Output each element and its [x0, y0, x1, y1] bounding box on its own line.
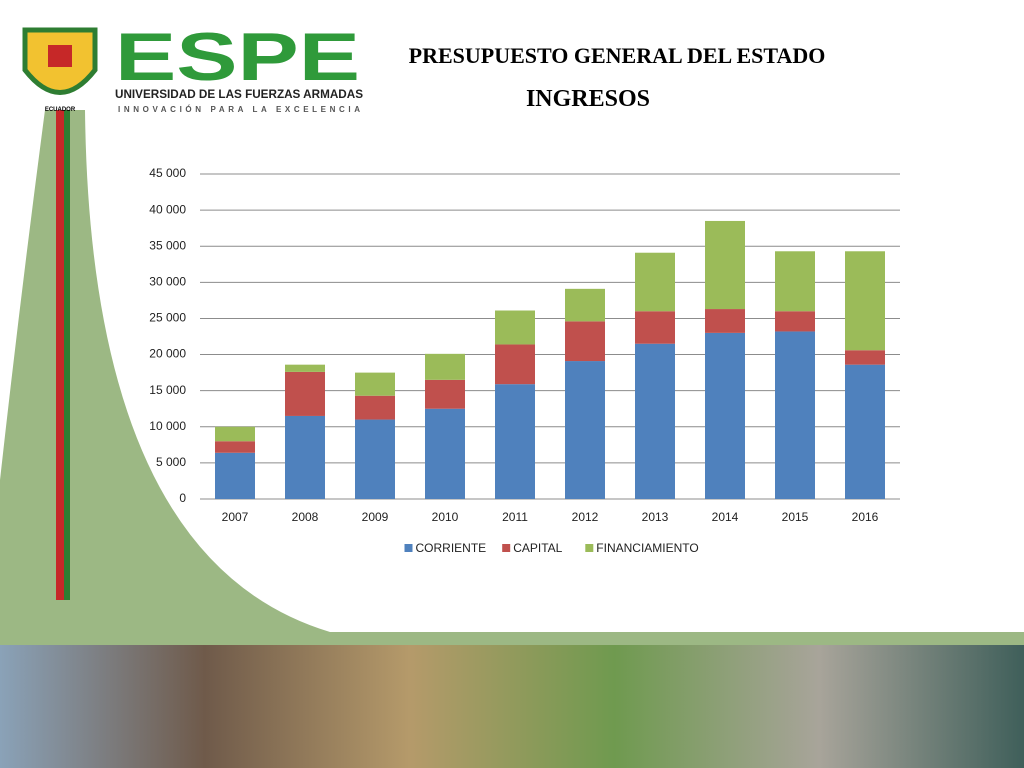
y-tick-label: 10 000: [149, 419, 186, 433]
legend-label: FINANCIAMIENTO: [596, 541, 698, 555]
bar-segment: [355, 372, 395, 396]
legend-label: CAPITAL: [513, 541, 562, 555]
bar-segment: [495, 344, 535, 385]
chart-subtitle: INGRESOS: [526, 86, 650, 112]
y-tick-label: 45 000: [149, 166, 186, 180]
y-tick-label: 5 000: [156, 455, 186, 469]
x-tick-label: 2015: [782, 510, 809, 524]
bar-segment: [845, 350, 885, 365]
x-tick-label: 2012: [572, 510, 599, 524]
bar-segment: [495, 310, 535, 345]
bar-segment: [565, 288, 605, 322]
x-tick-label: 2011: [502, 510, 528, 524]
bar-segment: [705, 332, 745, 499]
x-tick-label: 2010: [432, 510, 459, 524]
bar-segment: [775, 311, 815, 332]
legend-swatch: [404, 544, 413, 552]
bar-segment: [425, 353, 465, 380]
bar-segment: [565, 321, 605, 362]
x-tick-label: 2013: [642, 510, 669, 524]
bar-segment: [215, 452, 255, 499]
y-tick-label: 40 000: [149, 202, 186, 216]
bar-segment: [285, 415, 325, 499]
y-tick-label: 25 000: [149, 311, 186, 325]
bar-segment: [635, 343, 675, 499]
bar-segment: [355, 419, 395, 499]
decor-stripe: [56, 110, 64, 600]
logo-motto: INNOVACIÓN PARA LA EXCELENCIA: [118, 105, 360, 114]
logo-text: ESPE: [115, 19, 360, 95]
decor-curve: [0, 110, 1024, 645]
bar-segment: [285, 364, 325, 372]
x-tick-label: 2014: [712, 510, 739, 524]
bar-segment: [425, 408, 465, 499]
y-tick-label: 20 000: [149, 347, 186, 361]
bar-segment: [355, 395, 395, 420]
chart-title: PRESUPUESTO GENERAL DEL ESTADO: [409, 43, 826, 68]
y-tick-label: 15 000: [149, 383, 186, 397]
bar-segment: [775, 251, 815, 312]
legend-swatch: [585, 544, 594, 552]
bar-segment: [775, 331, 815, 499]
bar-segment: [705, 309, 745, 333]
x-tick-label: 2008: [292, 510, 319, 524]
bar-segment: [635, 252, 675, 312]
x-tick-label: 2016: [852, 510, 879, 524]
legend-swatch: [502, 544, 511, 552]
y-tick-label: 0: [179, 491, 186, 505]
photo-strip: [0, 645, 1024, 768]
logo-university: UNIVERSIDAD DE LAS FUERZAS ARMADAS: [115, 87, 363, 101]
bar-segment: [495, 384, 535, 499]
bar-segment: [425, 379, 465, 409]
bar-segment: [285, 371, 325, 416]
bar-segment: [705, 220, 745, 310]
bar-segment: [635, 311, 675, 344]
bar-segment: [845, 364, 885, 499]
decor-stripe: [64, 110, 70, 600]
bar-segment: [215, 426, 255, 442]
bar-segment: [845, 251, 885, 351]
x-tick-label: 2009: [362, 510, 389, 524]
x-tick-label: 2007: [222, 510, 249, 524]
legend-label: CORRIENTE: [416, 541, 487, 555]
logo-country: ECUADOR: [45, 107, 76, 113]
logo-emblem: [48, 45, 72, 67]
y-tick-label: 35 000: [149, 238, 186, 252]
y-tick-label: 30 000: [149, 275, 186, 289]
bar-segment: [215, 441, 255, 453]
bar-segment: [565, 361, 605, 499]
